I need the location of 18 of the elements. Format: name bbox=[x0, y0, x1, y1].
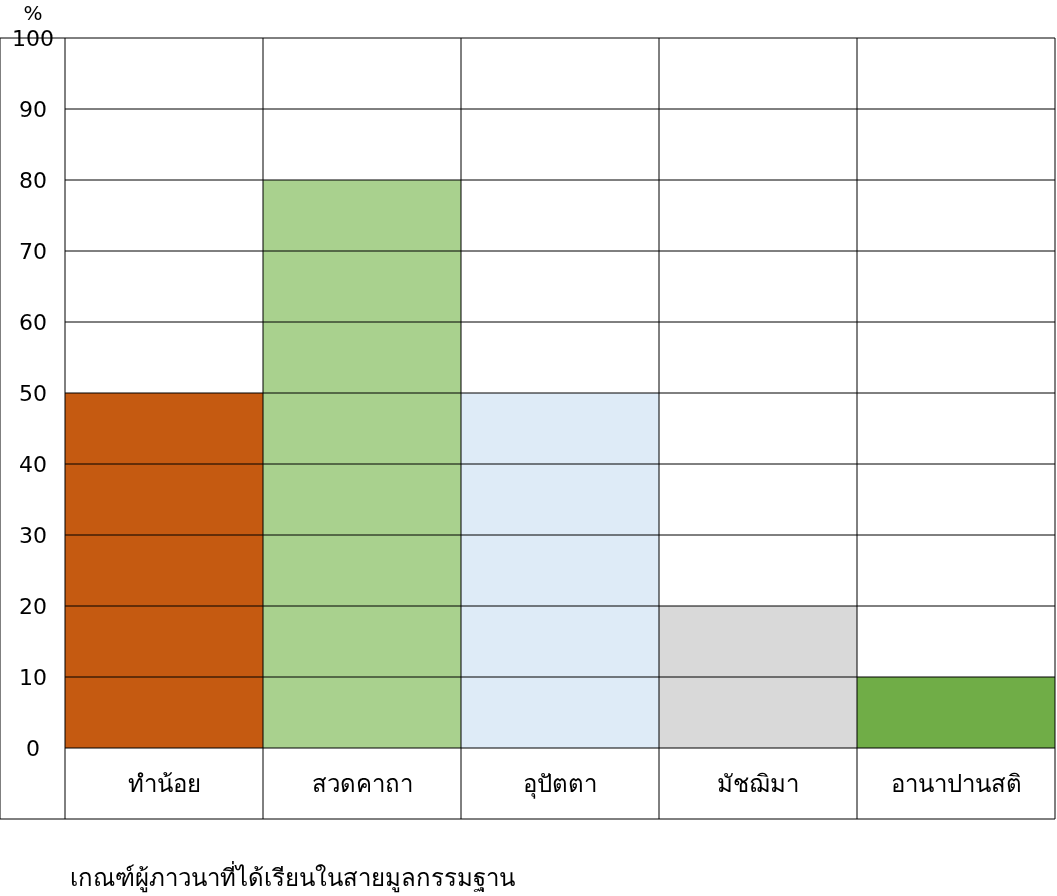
x-tick-label: มัชฌิมา bbox=[717, 770, 799, 798]
y-tick-label: 50 bbox=[19, 381, 47, 406]
text: เกณฑ์ผู้ภาวนาที่ได้เรียนในสายมูลกรรมฐาน bbox=[70, 861, 515, 893]
y-axis-title: % bbox=[23, 1, 43, 25]
y-tick-label: 20 bbox=[19, 594, 47, 619]
y-tick-label: 80 bbox=[19, 168, 47, 193]
y-tick-label: 30 bbox=[19, 523, 47, 548]
x-tick-label: สวดคาถา bbox=[311, 770, 413, 798]
y-tick-label: 60 bbox=[19, 310, 47, 335]
y-tick-label: 40 bbox=[19, 452, 47, 477]
y-tick-label: 0 bbox=[26, 736, 40, 761]
x-tick-label: ทำน้อย bbox=[127, 770, 201, 798]
x-tick-label: อานาปานสติ bbox=[890, 770, 1022, 798]
y-tick-label: 100 bbox=[12, 26, 54, 51]
y-tick-label: 70 bbox=[19, 239, 47, 264]
y-tick-label: 10 bbox=[19, 665, 47, 690]
x-tick-label: อุปัตตา bbox=[523, 770, 597, 799]
y-tick-label: 90 bbox=[19, 97, 47, 122]
